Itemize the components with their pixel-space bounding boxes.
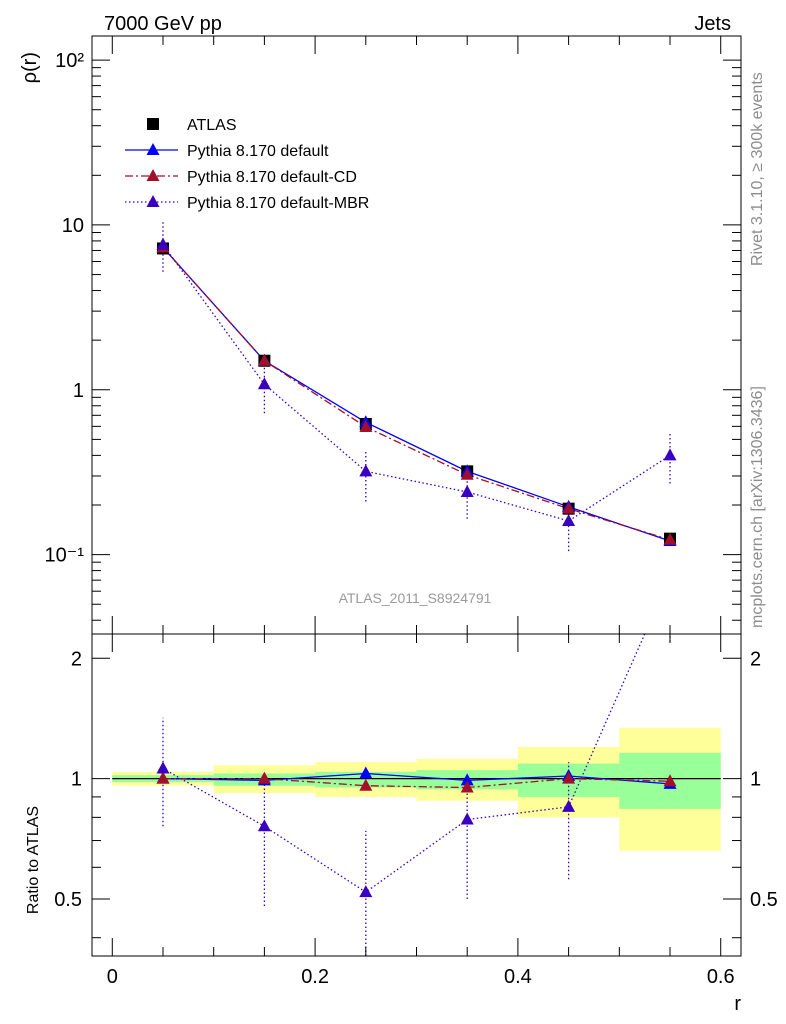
legend-entry-1: Pythia 8.170 default [125,143,329,160]
main-data-point-3 [562,513,576,526]
ratio-plot-panel: 0.5 0.5 1 1 2 2 0 0.2 0.4 0.6 Ratio to ATLAS r [25,633,778,1015]
legend-marker [147,118,159,130]
legend: ATLAS Pythia 8.170 default Pythia 8.170 de… [125,117,369,212]
main-data-point-2 [562,501,576,514]
ratio-data-point-2 [359,885,373,898]
ratio-data-point-0 [460,773,474,786]
x-tick-label: 0.2 [301,966,329,988]
ratio-data-point-1 [359,778,373,791]
ratio-y-tick-label-right: 2 [750,648,761,670]
legend-label: Pythia 8.170 default-CD [187,169,357,186]
legend-entry-3: Pythia 8.170 default-MBR [125,195,369,212]
main-series-line-3 [162,244,671,522]
ratio-y-tick-label-right: 1 [750,769,761,791]
main-series-line-1 [162,247,671,542]
ratio-data-point-2 [156,761,170,774]
legend-marker [146,195,160,207]
ratio-data-point-2 [562,799,576,812]
ratio-series-line-2 [162,633,646,893]
legend-label: ATLAS [187,117,237,134]
x-tick-label: 0.6 [707,966,735,988]
ratio-data-point-1 [257,771,271,784]
legend-marker [146,143,160,155]
main-series-line-2 [162,247,671,541]
legend-marker [146,169,160,181]
ratio-series-line-1 [162,777,671,789]
ratio-data-point-1 [562,771,576,784]
x-tick-label: 0.4 [504,966,532,988]
header-right-title: Jets [694,13,731,35]
main-data-point-2 [460,467,474,480]
main-y-tick-label: 10² [55,50,84,72]
side-label-mcplots: mcplots.cern.ch [arXiv:1306.3436] [749,386,766,628]
main-y-tick-label: 10 [62,215,84,237]
main-data-point-3 [156,237,170,250]
main-y-tick-label: 1 [73,380,84,402]
legend-label: Pythia 8.170 default-MBR [187,195,369,212]
main-data-point-3 [359,464,373,477]
ratio-data-point-0 [359,766,373,779]
ratio-data-point-1 [156,771,170,784]
main-y-axis-label: ρ(r) [19,52,41,83]
main-plot-panel: 10⁻¹ 1 10 10² ρ(r) ATLAS_2011_S8924791 [19,35,742,635]
main-data-point-3 [663,448,677,461]
header-left-title: 7000 GeV pp [104,13,222,35]
ratio-data-point-2 [257,819,271,832]
ratio-y-tick-label: 0.5 [54,889,82,911]
ratio-series-line-0 [162,772,671,785]
main-data-point-3 [460,484,474,497]
ratio-y-tick-label: 1 [71,769,82,791]
main-data-point-2 [257,353,271,366]
ratio-y-axis-label: Ratio to ATLAS [25,806,42,914]
main-data-point-3 [257,377,271,390]
ratio-data-point-1 [460,780,474,793]
ratio-y-tick-label: 2 [71,648,82,670]
x-tick-label: 0 [107,966,118,988]
main-y-tick-label: 10⁻¹ [45,545,85,567]
main-data-point-2 [359,419,373,432]
ratio-data-point-1 [663,774,677,787]
main-data-point-2 [663,532,677,545]
analysis-id-label: ATLAS_2011_S8924791 [339,590,492,606]
x-axis-label: r [734,993,741,1015]
legend-label: Pythia 8.170 default [187,143,329,160]
ratio-data-point-2 [460,812,474,825]
legend-entry-0: ATLAS [147,117,237,134]
legend-entry-2: Pythia 8.170 default-CD [125,169,357,186]
side-label-rivet: Rivet 3.1.10, ≥ 300k events [749,72,766,266]
ratio-y-tick-label-right: 0.5 [750,889,778,911]
